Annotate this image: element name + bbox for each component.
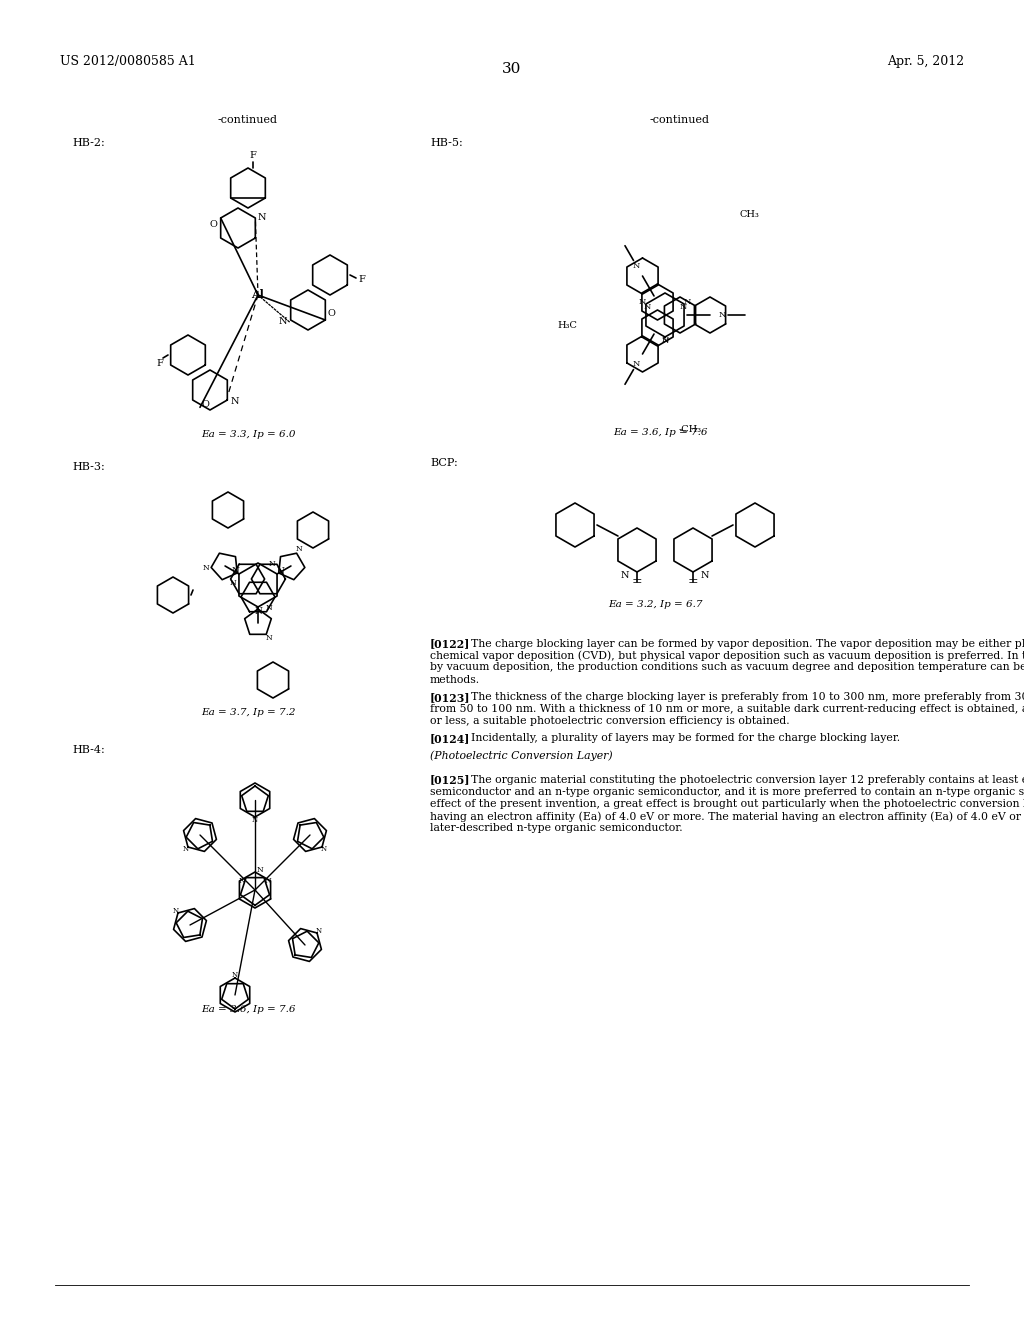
Text: N: N <box>639 298 646 306</box>
Text: N: N <box>266 603 272 611</box>
Text: Ea = 3.7, Ip = 7.2: Ea = 3.7, Ip = 7.2 <box>201 708 295 717</box>
Text: N: N <box>295 545 302 553</box>
Text: (Photoelectric Conversion Layer): (Photoelectric Conversion Layer) <box>430 751 612 762</box>
Text: -CH₃: -CH₃ <box>679 425 701 434</box>
Text: N: N <box>183 845 188 853</box>
Text: H₃C: H₃C <box>557 321 577 330</box>
Text: having an electron affinity (Ea) of 4.0 eV or more. The material having an elect: having an electron affinity (Ea) of 4.0 … <box>430 812 1024 822</box>
Text: N: N <box>254 606 262 615</box>
Text: F: F <box>358 276 365 285</box>
Text: N: N <box>173 907 179 915</box>
Text: O: O <box>210 220 218 228</box>
Text: N: N <box>229 579 237 587</box>
Text: N: N <box>643 304 650 312</box>
Text: O: O <box>328 309 335 318</box>
Text: effect of the present invention, a great effect is brought out particularly when: effect of the present invention, a great… <box>430 799 1024 809</box>
Text: or less, a suitable photoelectric conversion efficiency is obtained.: or less, a suitable photoelectric conver… <box>430 717 790 726</box>
Text: -continued: -continued <box>650 115 710 125</box>
Text: N: N <box>662 337 669 345</box>
Text: N: N <box>268 560 275 568</box>
Text: N: N <box>322 845 328 853</box>
Text: Ea = 3.6, Ip = 7.6: Ea = 3.6, Ip = 7.6 <box>612 428 708 437</box>
Text: F: F <box>250 150 256 160</box>
Text: from 50 to 100 nm. With a thickness of 10 nm or more, a suitable dark current-re: from 50 to 100 nm. With a thickness of 1… <box>430 704 1024 714</box>
Text: HB-5:: HB-5: <box>430 139 463 148</box>
Text: later-described n-type organic semiconductor.: later-described n-type organic semicondu… <box>430 824 683 833</box>
Text: N: N <box>662 337 669 345</box>
Text: by vacuum deposition, the production conditions such as vacuum degree and deposi: by vacuum deposition, the production con… <box>430 663 1024 672</box>
Text: Ea = 3.3, Ip = 6.0: Ea = 3.3, Ip = 6.0 <box>201 430 295 440</box>
Text: BCP:: BCP: <box>430 458 458 469</box>
Text: chemical vapor deposition (CVD), but physical vapor deposition such as vacuum de: chemical vapor deposition (CVD), but phy… <box>430 651 1024 661</box>
Text: [0123]: [0123] <box>430 692 470 702</box>
Text: -continued: -continued <box>218 115 278 125</box>
Text: =: = <box>688 576 698 589</box>
Text: Ea = 3.2, Ip = 6.7: Ea = 3.2, Ip = 6.7 <box>608 601 702 609</box>
Text: N: N <box>700 570 710 579</box>
Text: N: N <box>621 570 630 579</box>
Text: N: N <box>239 876 246 884</box>
Text: The thickness of the charge blocking layer is preferably from 10 to 300 nm, more: The thickness of the charge blocking lay… <box>458 692 1024 702</box>
Text: N: N <box>633 360 640 368</box>
Text: N: N <box>231 568 240 577</box>
Text: Apr. 5, 2012: Apr. 5, 2012 <box>887 55 964 69</box>
Text: HB-2:: HB-2: <box>72 139 104 148</box>
Text: The charge blocking layer can be formed by vapor deposition. The vapor depositio: The charge blocking layer can be formed … <box>458 638 1024 648</box>
Text: N: N <box>718 312 726 319</box>
Text: [0122]: [0122] <box>430 638 470 649</box>
Text: N: N <box>679 304 687 312</box>
Text: methods.: methods. <box>430 675 480 685</box>
Text: N: N <box>257 214 266 223</box>
Text: The organic material constituting the photoelectric conversion layer 12 preferab: The organic material constituting the ph… <box>458 775 1024 784</box>
Text: F: F <box>156 359 163 367</box>
Text: N: N <box>252 816 258 824</box>
Text: N: N <box>257 866 263 874</box>
Text: [0124]: [0124] <box>430 734 470 744</box>
Text: N: N <box>276 568 285 577</box>
Text: HB-4:: HB-4: <box>72 744 104 755</box>
Text: CH₃: CH₃ <box>740 210 760 219</box>
Text: Ea = 3.6, Ip = 7.6: Ea = 3.6, Ip = 7.6 <box>201 1005 295 1014</box>
Text: O: O <box>202 400 210 409</box>
Text: semiconductor and an n-type organic semiconductor, and it is more preferred to c: semiconductor and an n-type organic semi… <box>430 787 1024 797</box>
Text: Al: Al <box>252 289 264 301</box>
Text: N: N <box>264 876 271 884</box>
Text: HB-3:: HB-3: <box>72 462 104 473</box>
Text: N: N <box>279 318 287 326</box>
Text: N: N <box>232 972 238 979</box>
Text: US 2012/0080585 A1: US 2012/0080585 A1 <box>60 55 196 69</box>
Text: N: N <box>684 298 691 306</box>
Text: N: N <box>203 564 210 572</box>
Text: =: = <box>632 576 642 589</box>
Text: N: N <box>633 261 640 269</box>
Text: N: N <box>230 397 239 407</box>
Text: 30: 30 <box>503 62 521 77</box>
Text: N: N <box>266 635 272 643</box>
Text: Incidentally, a plurality of layers may be formed for the charge blocking layer.: Incidentally, a plurality of layers may … <box>458 734 900 743</box>
Text: N: N <box>316 927 323 935</box>
Text: [0125]: [0125] <box>430 775 470 785</box>
